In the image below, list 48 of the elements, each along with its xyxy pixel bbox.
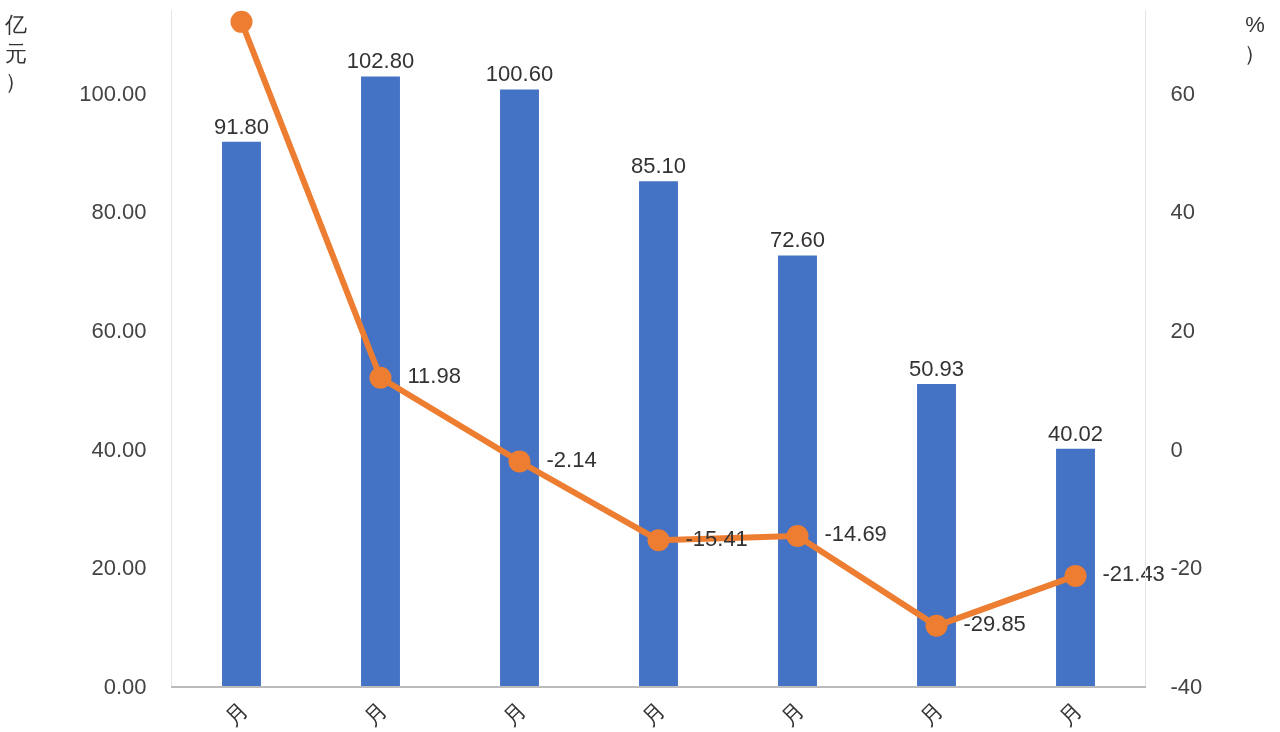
point — [230, 10, 253, 33]
y-tick-label: 20.00 — [91, 555, 147, 581]
y2-tick-label: -40 — [1170, 673, 1203, 699]
data-label: 72.60 — [769, 227, 826, 253]
y2-axis-title: %） — [1244, 12, 1266, 66]
y-tick-label: 60.00 — [91, 317, 147, 343]
point — [647, 529, 670, 552]
y-axis-title: 亿元） — [4, 12, 27, 95]
x-tick-label: 月 — [497, 697, 531, 731]
data-label: -21.43 — [1090, 561, 1165, 587]
y2-tick-label: 60 — [1170, 80, 1195, 106]
data-label: 91.80 — [213, 113, 270, 139]
y-tick-label: 0.00 — [103, 673, 147, 699]
data-label: -29.85 — [951, 611, 1026, 637]
bar — [1056, 448, 1095, 686]
point — [369, 366, 392, 389]
bar — [917, 383, 956, 686]
y-tick-label: 40.00 — [91, 436, 147, 462]
data-label: 11.98 — [395, 363, 461, 389]
data-label: 40.02 — [1047, 420, 1104, 446]
point — [786, 524, 809, 547]
point — [508, 450, 531, 473]
x-tick-label: 月 — [1053, 697, 1087, 731]
data-label: -2.14 — [534, 447, 597, 472]
data-label: 102.80 — [346, 48, 415, 74]
y2-tick-label: 0 — [1170, 436, 1183, 462]
bar — [222, 141, 261, 686]
data-label: 85.10 — [630, 153, 687, 179]
bar — [778, 255, 817, 686]
x-tick-label: 月 — [914, 697, 948, 731]
data-label: -14.69 — [812, 521, 887, 547]
x-tick-label: 月 — [636, 697, 670, 731]
y2-tick-label: 20 — [1170, 317, 1195, 343]
y-tick-label: 100.00 — [79, 80, 147, 106]
y2-tick-label: 40 — [1170, 199, 1195, 225]
bar — [361, 76, 400, 686]
bar — [500, 89, 539, 686]
data-label: -15.41 — [673, 525, 748, 551]
data-label: 100.60 — [485, 61, 554, 87]
x-tick-label: 月 — [775, 697, 809, 731]
x-tick-label: 月 — [219, 697, 253, 731]
x-tick-label: 月 — [358, 697, 392, 731]
y-tick-label: 80.00 — [91, 199, 147, 225]
data-label: 50.93 — [908, 355, 965, 381]
y2-tick-label: -20 — [1170, 555, 1203, 581]
bar — [639, 181, 678, 686]
point — [925, 614, 948, 637]
point — [1064, 564, 1087, 587]
